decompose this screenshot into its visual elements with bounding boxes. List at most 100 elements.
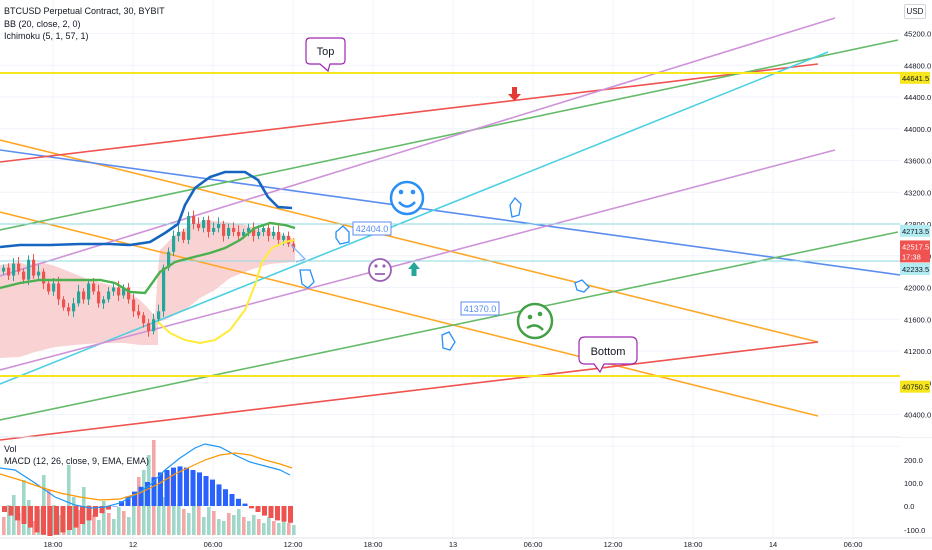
candle-body: [217, 224, 221, 228]
volume-bar: [237, 509, 241, 535]
volume-bar: [282, 519, 286, 535]
cyan-trendline[interactable]: [0, 51, 829, 385]
blue-trendline[interactable]: [0, 149, 901, 276]
volume-bar: [177, 505, 181, 535]
macd-histogram-bar: [112, 506, 118, 507]
price-label-42404[interactable]: 42404.0: [352, 221, 392, 236]
macd-tick-label: -100.0: [904, 526, 925, 535]
candle-body: [137, 311, 141, 316]
candle-body: [277, 231, 281, 240]
red-trendline-upper[interactable]: [0, 63, 819, 163]
price-label-text: 44641.5: [902, 74, 929, 83]
macd-histogram-bar: [223, 489, 228, 506]
violet-trendline-lower[interactable]: [0, 149, 836, 371]
neutral-face-icon[interactable]: [368, 258, 392, 282]
macd-indicator-label[interactable]: MACD (12, 26, close, 9, EMA, EMA): [4, 456, 150, 466]
price-tick-label: 44400.0: [904, 93, 931, 102]
volume-label[interactable]: Vol: [4, 444, 17, 454]
volume-bar: [32, 521, 36, 535]
green-trendline-lower[interactable]: [0, 231, 899, 421]
green-trendline-upper[interactable]: [0, 39, 899, 231]
macd-histogram-bar: [99, 506, 105, 514]
price-tick-label: 44800.0: [904, 61, 931, 70]
candle-body: [17, 263, 21, 272]
candle-body: [117, 287, 121, 296]
ichimoku-indicator-label[interactable]: Ichimoku (5, 1, 57, 1): [4, 31, 89, 41]
price-label-41370[interactable]: 41370.0: [460, 301, 500, 316]
volume-bar: [77, 510, 81, 535]
price-label-text: 42233.5: [902, 265, 929, 274]
volume-bar: [257, 519, 261, 535]
candle-body: [112, 287, 116, 292]
macd-histogram-bar: [67, 506, 72, 530]
macd-histogram-bar: [177, 466, 183, 506]
candle-body: [42, 271, 46, 284]
orange-trendline-lower[interactable]: [0, 211, 819, 417]
volume-bar: [92, 515, 96, 535]
time-tick-label: 12:00: [284, 540, 303, 549]
macd-histogram-bar: [145, 482, 150, 506]
macd-histogram-bar: [119, 501, 124, 506]
macd-tick-label: 200.0: [904, 456, 923, 465]
candle-body: [62, 299, 66, 308]
candle-body: [2, 267, 6, 272]
macd-histogram-bar: [197, 472, 202, 506]
macd-axis[interactable]: 200.0 100.0 0.0 -100.0: [900, 438, 932, 540]
red-trendline-lower[interactable]: [0, 341, 819, 441]
candle-body: [82, 291, 86, 300]
arrow-hint-icon: [290, 244, 307, 263]
price-tick-label: 41200.0: [904, 347, 931, 356]
time-tick-label: 06:00: [844, 540, 863, 549]
candle-body: [242, 231, 246, 236]
happy-face-icon[interactable]: [389, 180, 425, 216]
annotations[interactable]: Top Bottom 42404.0 41370.0: [290, 37, 638, 374]
ichimoku-lead-line: [157, 239, 296, 345]
trendlines[interactable]: [0, 17, 901, 441]
candle-body: [177, 231, 181, 236]
top-callout[interactable]: Top: [305, 37, 346, 73]
time-tick-label: 06:00: [204, 540, 223, 549]
candle-body: [292, 243, 296, 248]
orange-trendline-upper[interactable]: [0, 139, 819, 343]
candle-body: [152, 319, 156, 332]
volume-bar: [192, 500, 196, 535]
bottom-callout[interactable]: Bottom: [578, 336, 638, 374]
candle-body: [97, 291, 101, 304]
volume-bar: [267, 517, 271, 535]
candle-body: [172, 235, 176, 252]
macd-histogram-bar: [47, 506, 53, 536]
price-labels: 44641.5 42713.5 42517.517:38 42233.5 40750.5: [900, 71, 930, 393]
macd-histogram-bar: [86, 506, 92, 521]
symbol-title[interactable]: BTCUSD Perpetual Contract, 30, BYBIT: [4, 6, 165, 16]
volume-bar: [97, 520, 101, 535]
price-label-box: [900, 71, 930, 84]
price-label-text: 40750.5: [902, 383, 929, 392]
price-label-box: [900, 250, 930, 263]
sick-face-icon[interactable]: [516, 302, 554, 340]
price-label-box: [900, 224, 930, 237]
macd-histogram-bar: [249, 506, 254, 509]
red-down-arrow-icon[interactable]: [508, 87, 521, 101]
bb-basis-dark: [0, 170, 293, 249]
time-axis[interactable]: 18:00 12 06:00 12:00 18:00 13 06:00 12:00 18:00 1…: [0, 537, 932, 550]
volume-bar: [12, 495, 16, 535]
pointing-hand-icon[interactable]: [299, 196, 590, 351]
green-up-arrow-icon[interactable]: [408, 262, 420, 276]
macd-histogram-bar: [242, 503, 248, 506]
candle-body: [192, 216, 196, 224]
time-tick-label: 18:00: [364, 540, 383, 549]
volume-bar: [287, 523, 291, 535]
candle-body: [272, 231, 276, 236]
volume-bar: [42, 475, 46, 535]
volume-bar: [117, 507, 121, 535]
volume-bar: [127, 517, 131, 535]
violet-trendline-upper[interactable]: [0, 17, 836, 277]
bb-indicator-label[interactable]: BB (20, close, 2, 0): [4, 19, 81, 29]
candle-body: [212, 227, 216, 232]
candle-body: [87, 283, 91, 300]
volume-bar: [2, 517, 6, 535]
price-label-box: [900, 240, 930, 253]
candle-body: [267, 227, 271, 236]
currency-button[interactable]: USD: [904, 4, 926, 19]
